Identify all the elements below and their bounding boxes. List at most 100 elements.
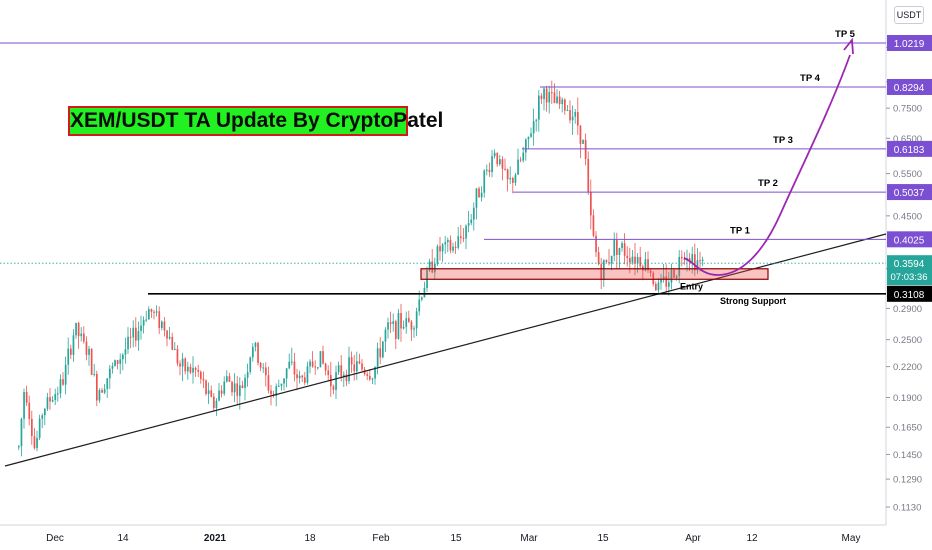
candle-body	[389, 322, 392, 324]
candle-body	[298, 375, 301, 379]
time-tick-label: May	[842, 533, 861, 544]
candle-body	[655, 283, 657, 291]
candle-body	[626, 255, 629, 258]
price-tick-label: 0.2200	[893, 362, 922, 373]
candle-body	[467, 223, 470, 226]
candle-body	[137, 331, 140, 341]
price-label-text: 1.0219	[894, 39, 925, 50]
candle-body	[525, 139, 527, 153]
candle-body	[119, 359, 122, 364]
candle-body	[462, 237, 465, 239]
price-tick-label: 0.1290	[893, 475, 922, 486]
candle-body	[111, 366, 114, 369]
candle-body	[629, 257, 631, 263]
entry-label: Entry	[680, 281, 703, 291]
candle-body	[621, 243, 623, 248]
candle-body	[288, 361, 291, 369]
time-tick-label: Mar	[520, 533, 538, 544]
candle-body	[161, 321, 163, 328]
candle-body	[418, 299, 421, 312]
annotation-layer: Strong Support Entry TP 1 TP 2 TP 3 TP 4 TP 5	[0, 29, 887, 467]
price-tick-label: 0.1900	[893, 393, 922, 404]
candle-body	[184, 358, 187, 372]
price-tick-label: 0.1130	[893, 503, 921, 514]
candle-body	[41, 415, 44, 419]
candle-body	[114, 360, 116, 367]
candle-body	[540, 95, 543, 100]
candle-body	[228, 376, 231, 382]
rising-trendline	[4, 233, 887, 467]
candle-body	[553, 92, 556, 104]
candle-body	[421, 297, 423, 300]
candle-body	[522, 152, 525, 161]
time-tick-label: 18	[304, 533, 316, 544]
candle-body	[517, 159, 519, 175]
candle-body	[262, 367, 265, 369]
candle-body	[582, 140, 584, 144]
candle-body	[62, 379, 64, 385]
candle-body	[527, 136, 530, 140]
candle-body	[109, 368, 111, 379]
candle-body	[512, 178, 514, 183]
price-tick-label: 0.1450	[893, 450, 922, 461]
candle-body	[493, 152, 496, 157]
candle-body	[226, 376, 228, 382]
candle-body	[423, 287, 426, 298]
candle-body	[57, 393, 59, 395]
candle-body	[59, 379, 62, 394]
price-label-badge	[887, 184, 932, 201]
tp-level-label: TP 4	[800, 73, 821, 84]
candle-body	[501, 159, 504, 169]
candle-body	[233, 383, 236, 393]
candle-body	[610, 255, 613, 264]
tp-level-label: TP 1	[730, 225, 751, 236]
candle-body	[309, 361, 311, 367]
candle-body	[496, 152, 499, 165]
candle-body	[77, 322, 80, 337]
projection-path	[683, 54, 851, 276]
candle-body	[18, 446, 20, 448]
price-label-badge	[887, 231, 932, 248]
currency-unit-button[interactable]: USDT	[894, 6, 924, 24]
candle-body	[405, 318, 408, 327]
candle-body	[506, 169, 509, 180]
time-tick-label: 2021	[204, 533, 227, 544]
candle-body	[168, 336, 171, 339]
candle-body	[371, 378, 374, 380]
candle-body	[38, 418, 41, 438]
candle-body	[647, 259, 649, 271]
tp-level-label: TP 5	[835, 29, 856, 40]
candle-body	[392, 321, 395, 324]
candle-body	[584, 140, 587, 159]
candle-body	[153, 311, 155, 313]
price-label-badge	[887, 35, 932, 51]
candle-body	[54, 393, 57, 400]
candle-body	[124, 349, 127, 355]
candle-body	[150, 309, 153, 312]
candle-body	[673, 269, 675, 278]
candle-body	[319, 351, 322, 368]
candle-body	[189, 366, 192, 373]
candle-body	[603, 260, 605, 280]
candle-body	[613, 240, 616, 256]
candle-body	[179, 363, 181, 367]
candle-body	[483, 170, 486, 193]
candle-body	[631, 256, 634, 263]
candle-body	[265, 367, 267, 376]
candle-body	[639, 256, 642, 267]
candle-body	[345, 374, 348, 382]
candle-body	[488, 169, 491, 173]
candle-body	[561, 99, 564, 105]
candle-body	[491, 156, 493, 173]
candle-body	[20, 418, 23, 447]
candle-body	[701, 259, 704, 261]
candle-body	[449, 239, 452, 251]
time-tick-label: 14	[117, 533, 129, 544]
candle-body	[241, 385, 244, 388]
candle-body	[548, 92, 551, 103]
candle-body	[530, 133, 532, 137]
chart-title-banner: XEM/USDT TA Update By CryptoPatel	[68, 106, 443, 136]
candle-body	[231, 381, 233, 393]
candle-body	[51, 399, 54, 402]
